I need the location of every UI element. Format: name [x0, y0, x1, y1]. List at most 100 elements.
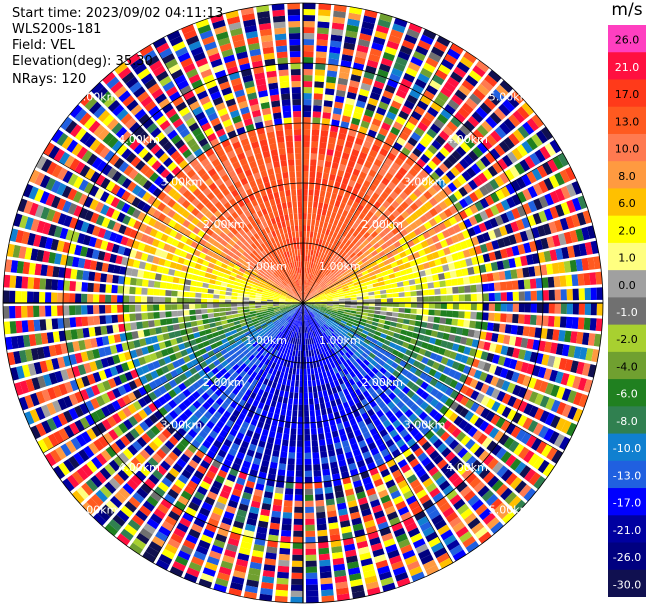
velocity-gate: [344, 488, 355, 497]
velocity-gate: [18, 246, 27, 259]
velocity-gate: [394, 171, 404, 181]
velocity-gate: [308, 299, 315, 302]
velocity-gate: [187, 394, 196, 404]
velocity-gate: [189, 339, 197, 346]
velocity-gate: [503, 118, 516, 131]
velocity-gate: [344, 36, 357, 45]
velocity-gate: [121, 342, 130, 352]
velocity-gate: [255, 352, 262, 359]
velocity-gate: [82, 270, 90, 281]
velocity-gate: [470, 293, 477, 302]
velocity-gate: [439, 405, 449, 415]
velocity-gate: [314, 306, 321, 309]
velocity-gate: [484, 207, 494, 219]
velocity-gate: [314, 284, 319, 290]
velocity-gate: [438, 324, 446, 332]
velocity-gate: [199, 415, 209, 425]
velocity-gate: [318, 147, 326, 155]
velocity-gate: [194, 434, 205, 444]
velocity-gate: [304, 452, 312, 459]
velocity-gate: [73, 205, 83, 217]
velocity-gate: [229, 360, 237, 368]
velocity-gate: [296, 344, 299, 351]
velocity-gate: [239, 319, 246, 324]
velocity-gate: [384, 371, 392, 379]
velocity-gate: [67, 202, 78, 215]
velocity-gate: [300, 308, 303, 315]
velocity-gate: [329, 534, 341, 542]
velocity-gate: [34, 188, 45, 202]
velocity-gate: [324, 312, 331, 317]
velocity-gate: [250, 555, 263, 564]
velocity-gate: [377, 262, 385, 268]
velocity-gate: [329, 131, 338, 139]
velocity-gate: [329, 265, 335, 272]
velocity-gate: [501, 469, 513, 482]
velocity-gate: [451, 343, 460, 352]
velocity-gate: [196, 244, 204, 252]
velocity-gate: [116, 533, 131, 546]
velocity-gate: [548, 431, 560, 445]
velocity-gate: [199, 330, 206, 337]
velocity-gate: [498, 323, 506, 333]
velocity-gate: [264, 448, 272, 456]
velocity-gate: [327, 375, 334, 383]
velocity-gate: [470, 303, 477, 311]
velocity-gate: [345, 256, 352, 263]
velocity-gate: [318, 541, 329, 549]
velocity-gate: [172, 345, 180, 353]
velocity-gate: [249, 303, 256, 306]
velocity-gate: [303, 147, 310, 154]
velocity-gate: [459, 56, 474, 69]
velocity-gate: [341, 283, 348, 288]
velocity-gate: [277, 396, 283, 403]
velocity-gate: [241, 394, 249, 402]
velocity-gate: [338, 163, 347, 172]
velocity-gate: [317, 427, 324, 435]
velocity-gate: [235, 418, 244, 426]
velocity-gate: [158, 258, 166, 266]
velocity-gate: [409, 192, 418, 202]
velocity-gate: [469, 378, 479, 389]
velocity-gate: [338, 304, 345, 307]
velocity-gate: [386, 195, 395, 204]
velocity-gate: [248, 567, 261, 576]
velocity-gate: [95, 214, 105, 226]
velocity-gate: [360, 445, 369, 454]
velocity-gate: [84, 400, 95, 412]
velocity-gate: [416, 309, 423, 315]
velocity-gate: [384, 46, 398, 56]
velocity-gate: [130, 457, 142, 469]
velocity-gate: [118, 422, 129, 434]
velocity-gate: [247, 512, 259, 521]
velocity-gate: [572, 392, 583, 406]
velocity-gate: [404, 555, 418, 566]
velocity-gate: [123, 351, 132, 361]
velocity-gate: [368, 309, 375, 314]
velocity-gate: [250, 391, 257, 400]
velocity-gate: [330, 244, 336, 251]
velocity-gate: [428, 260, 436, 268]
velocity-gate: [350, 511, 361, 520]
velocity-gate: [245, 351, 253, 359]
velocity-gate: [291, 343, 295, 350]
velocity-gate: [505, 423, 516, 435]
velocity-gate: [209, 485, 220, 495]
velocity-gate: [348, 340, 355, 347]
velocity-gate: [448, 439, 460, 450]
velocity-gate: [354, 182, 362, 191]
velocity-gate: [210, 327, 218, 333]
velocity-gate: [348, 399, 355, 407]
velocity-gate: [165, 297, 172, 303]
velocity-gate: [405, 522, 418, 533]
velocity-gate: [248, 424, 256, 432]
velocity-gate: [305, 518, 315, 525]
velocity-gate: [443, 208, 453, 218]
velocity-gate: [208, 318, 215, 323]
velocity-gate: [375, 559, 389, 569]
velocity-gate: [256, 314, 264, 318]
velocity-gate: [60, 343, 69, 355]
velocity-gate: [463, 51, 477, 64]
velocity-gate: [488, 69, 502, 83]
velocity-gate: [111, 413, 122, 424]
